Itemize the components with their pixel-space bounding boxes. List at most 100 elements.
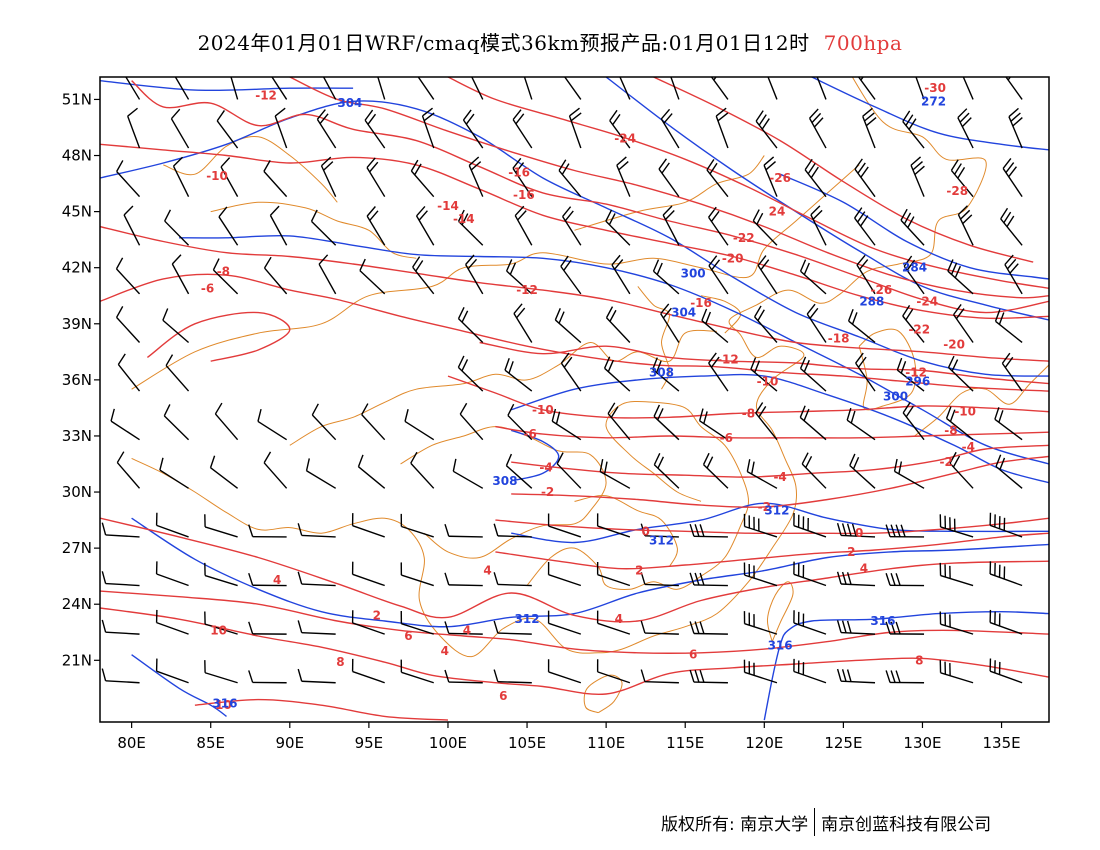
height-label: 316 (212, 696, 237, 710)
wind-barb (115, 257, 141, 295)
height-contour (179, 234, 1049, 465)
wind-barb (556, 452, 582, 489)
temperature-label: -2 (541, 485, 554, 499)
wind-barb (171, 254, 190, 295)
wind-barb (885, 670, 925, 684)
wind-barb (1001, 352, 1023, 392)
lon-tick-label: 85E (196, 734, 225, 752)
wind-barb (767, 77, 778, 100)
temperature-isotherm (447, 375, 1049, 419)
wind-barb (640, 620, 679, 635)
temperature-label: -18 (828, 332, 850, 346)
wind-barb (547, 513, 582, 538)
wind-barb (857, 77, 876, 100)
wind-barb (101, 668, 140, 684)
temperature-label: -4 (773, 470, 786, 484)
wind-barb (269, 205, 288, 246)
border-line (766, 581, 794, 642)
wind-barb (806, 303, 827, 343)
wind-barb (885, 621, 925, 635)
wind-barb (465, 254, 484, 295)
wind-barb (248, 670, 287, 684)
wind-barb (939, 514, 974, 538)
wind-barb (263, 256, 288, 295)
wind-barb (400, 611, 434, 635)
wind-barb (939, 562, 974, 587)
wind-barb (172, 156, 190, 197)
wind-barb (568, 107, 582, 149)
temperature-label: -2 (758, 500, 771, 514)
wind-barb (512, 109, 533, 149)
wind-barb (127, 107, 141, 149)
wind-barb (793, 610, 827, 635)
wind-barb (165, 354, 190, 392)
wind-barb (611, 254, 631, 295)
wind-barb (297, 523, 336, 538)
temperature-label: -14 (437, 199, 459, 213)
wind-barb (366, 157, 386, 198)
wind-barb (752, 209, 778, 246)
temperature-label: 2 (635, 564, 643, 578)
wind-barb (116, 451, 141, 489)
wind-barb (351, 561, 385, 587)
wind-barb (322, 77, 337, 100)
height-label: 308 (492, 474, 517, 488)
wind-barb (214, 402, 239, 441)
temperature-isotherm (100, 607, 1049, 696)
temperature-isotherm (146, 311, 291, 362)
wind-barb (560, 352, 582, 392)
wind-barb (164, 209, 190, 246)
wind-barb (763, 156, 778, 197)
height-label: 296 (905, 375, 930, 389)
wind-barb (605, 306, 631, 343)
wind-barb (793, 658, 827, 684)
lon-tick-label: 130E (903, 734, 941, 752)
border-line (131, 77, 987, 658)
wind-barb (910, 156, 925, 197)
wind-barb (257, 408, 288, 441)
temperature-label: -2 (940, 455, 953, 469)
wind-barb (855, 352, 876, 392)
wind-barb (404, 409, 435, 441)
temperature-label: -12 (516, 283, 538, 297)
wind-barb (400, 659, 434, 684)
wind-barb (662, 205, 680, 246)
temperature-label: -16 (513, 188, 535, 202)
temperature-label: -6 (201, 281, 214, 295)
wind-barb (351, 658, 385, 684)
temperature-label: -24 (614, 132, 636, 146)
wind-barb (715, 107, 729, 149)
wind-barb (163, 404, 190, 441)
height-contour (779, 173, 1049, 280)
wind-barb (116, 160, 141, 198)
wind-barb (994, 309, 1023, 344)
wind-barb (652, 357, 680, 392)
wind-barbs (101, 77, 1023, 684)
wind-barb (361, 403, 386, 441)
temperature-isotherm (131, 80, 1049, 314)
lon-tick-label: 125E (824, 734, 862, 752)
temperature-label: -10 (206, 169, 228, 183)
height-label: 304 (671, 306, 696, 320)
wind-barb (248, 572, 287, 587)
temperature-label: -26 (870, 283, 892, 297)
lat-tick-label: 42N (62, 259, 92, 277)
wind-barb (708, 352, 729, 392)
wind-barb (316, 109, 337, 149)
wind-barb (444, 669, 483, 684)
temperature-label: 4 (441, 644, 449, 658)
temperature-label: -22 (733, 231, 755, 245)
wind-barb (493, 620, 532, 635)
temperature-isotherm (194, 698, 449, 721)
wind-barb (170, 108, 190, 149)
height-label: 300 (681, 266, 706, 280)
lat-tick-label: 27N (62, 539, 92, 557)
wind-barb (689, 669, 728, 684)
wind-barb (989, 512, 1023, 538)
height-contour (605, 77, 1049, 321)
height-label: 308 (649, 365, 674, 379)
copyright-footer: 版权所有: 南京大学 南京创蓝科技有限公司 (661, 808, 991, 836)
wind-barb (554, 308, 582, 344)
wind-barb (155, 658, 189, 684)
temperature-label: -24 (916, 294, 938, 308)
